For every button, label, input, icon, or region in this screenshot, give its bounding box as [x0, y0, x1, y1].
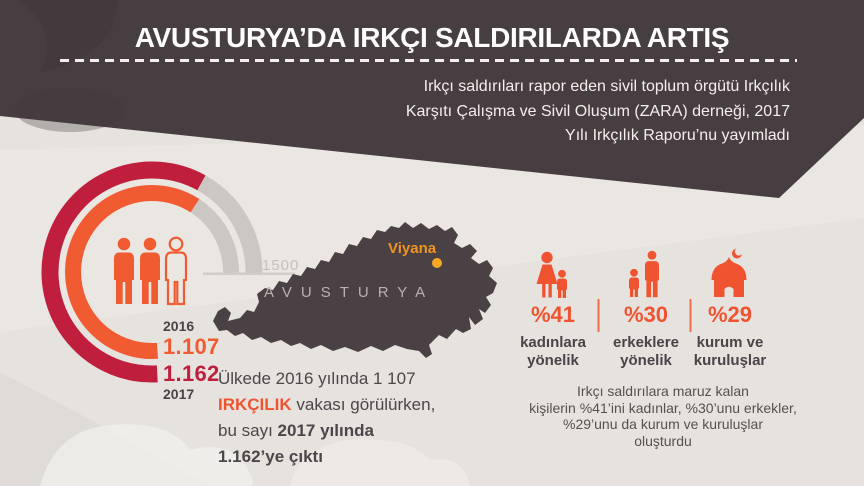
stat-divider: [597, 299, 600, 332]
vienna-dot: [432, 258, 442, 268]
watermark-continent: [290, 439, 470, 486]
stat-men-value: %30: [623, 302, 669, 327]
stat-men: %30 erkeklere yönelik: [586, 302, 706, 369]
gauge-arc-2017: [41, 161, 206, 383]
footnote-line: kişilerin %41’ini kadınlar, %30’unu erke…: [529, 399, 797, 416]
footnote-line: %29’unu da kurum ve kuruluşlar: [563, 416, 763, 433]
stat-women-value: %41: [530, 302, 576, 327]
summary-line: bu sayı 2017 yılında: [218, 421, 374, 440]
intro-paragraph: Irkçı saldırıları rapor eden sivil toplu…: [320, 75, 790, 149]
title-dashed-divider: [60, 59, 797, 62]
summary-line: IRKÇILIK vakası görülürken,: [218, 395, 436, 414]
gauge-year-2016: 2016: [163, 318, 195, 334]
header-watermark: [18, 0, 118, 72]
map-country-label: AVUSTURYA: [264, 284, 435, 301]
stat-institutions: %29 kurum ve kuruluşlar: [670, 302, 790, 369]
page-title: AVUSTURYA’DA IRKÇI SALDIRILARDA ARTIŞ: [134, 22, 730, 53]
woman-and-child-icon: [536, 251, 567, 298]
header-shape: [0, 0, 864, 198]
summary-line: 1.162’ye çıktı: [218, 447, 323, 466]
austria-map: [213, 222, 497, 358]
header-watermark: [15, 88, 125, 132]
gauge-arc-2016: [65, 185, 200, 359]
intro-line: Irkçı saldırıları rapor eden sivil toplu…: [423, 78, 790, 95]
gauge-value-2017: 1.162: [163, 361, 220, 386]
footnote-text: Irkçı saldırılara maruz kalan kişilerin …: [493, 383, 833, 449]
mosque-icon: [711, 247, 747, 297]
intro-line: Karşıtı Çalışma ve Sivil Oluşum (ZARA) d…: [405, 102, 790, 120]
footnote-line: oluşturdu: [634, 432, 692, 449]
stat-women: %41 kadınlara yönelik: [493, 302, 613, 369]
watermark-continent: [40, 424, 254, 486]
gauge-scale-max: 1500: [262, 257, 300, 274]
stat-divider: [689, 299, 692, 332]
gauge-scale-line: [203, 272, 295, 275]
gauge-year-2017: 2017: [163, 386, 195, 402]
stat-institutions-value: %29: [707, 302, 753, 327]
map-city-label: Viyana: [388, 240, 437, 257]
intro-line: Yılı Irkçılık Raporu’nu yayımladı: [565, 127, 790, 144]
stat-women-label: kadınlara yönelik: [520, 334, 586, 369]
stat-institutions-label: kurum ve kuruluşlar: [693, 334, 767, 369]
stat-men-label: erkeklere yönelik: [613, 334, 679, 369]
gauge-track: [190, 175, 263, 273]
gauge-value-2016: 1.107: [163, 334, 220, 359]
summary-text: Ülkede 2016 yılında 1 107 IRKÇILIK vakas…: [218, 366, 488, 470]
summary-line: Ülkede 2016 yılında 1 107: [218, 369, 416, 388]
footnote-line: Irkçı saldırılara maruz kalan: [577, 383, 749, 399]
